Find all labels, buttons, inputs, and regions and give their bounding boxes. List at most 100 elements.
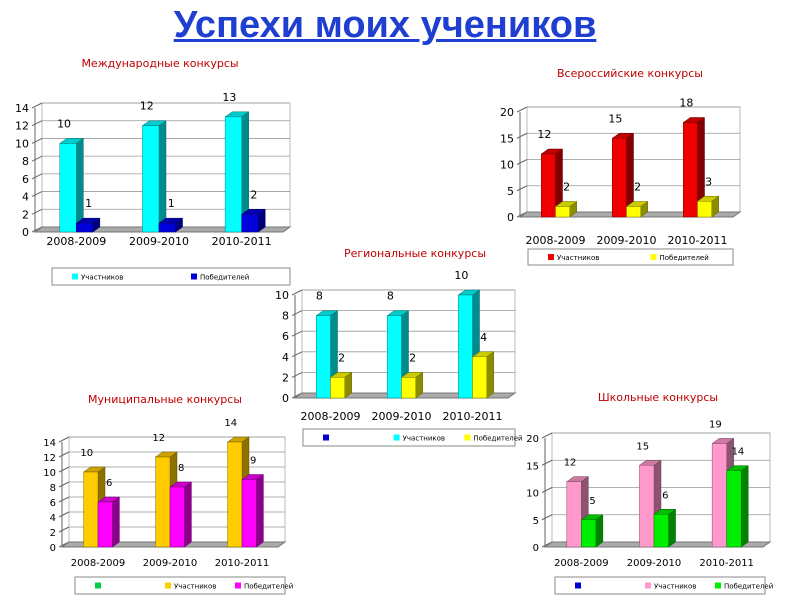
y-tick-label: 0	[50, 543, 56, 554]
y-tick	[31, 173, 43, 180]
legend-swatch	[191, 273, 197, 280]
legend-swatch	[235, 582, 241, 589]
legend-swatch	[165, 582, 171, 589]
data-label: 10	[80, 448, 93, 459]
y-tick-label: 4	[22, 191, 29, 204]
y-tick	[291, 289, 303, 296]
data-label: 10	[57, 117, 71, 130]
data-label: 12	[564, 458, 577, 469]
x-tick-label: 2008-2009	[526, 234, 586, 247]
legend-swatch	[548, 254, 554, 260]
y-tick	[291, 330, 303, 337]
x-tick-label: 2010-2011	[215, 558, 270, 569]
legend-label: Участников	[557, 254, 599, 262]
y-tick	[516, 185, 528, 192]
chart-title: Школьные конкурсы	[598, 391, 718, 404]
y-tick	[58, 526, 70, 533]
bar-front	[711, 443, 727, 548]
bar	[169, 481, 193, 548]
y-tick	[516, 159, 528, 165]
legend-box	[302, 428, 516, 447]
data-label: 4	[480, 331, 487, 344]
bar-front	[76, 222, 94, 233]
legend: Участников Победителей	[527, 248, 734, 266]
y-tick-label: 15	[526, 461, 539, 472]
legend-label: Участников	[81, 274, 123, 282]
y-tick	[31, 191, 43, 198]
y-tick	[291, 351, 303, 358]
page-title: Успехи моих учеников	[173, 4, 597, 46]
data-label: 2	[409, 351, 416, 364]
legend-label: Победителей	[244, 583, 293, 591]
bar	[611, 132, 635, 218]
legend-swatch	[645, 582, 651, 589]
legend: Участников Победителей	[554, 576, 773, 595]
bar-side	[158, 120, 167, 233]
data-label: 5	[589, 496, 595, 507]
bar-front	[316, 315, 331, 399]
legend-label: Победителей	[660, 254, 709, 262]
data-label: 14	[224, 418, 237, 429]
legend-label: Участников	[403, 435, 445, 443]
data-label: 12	[140, 100, 154, 113]
y-tick-label: 6	[282, 330, 289, 343]
bar-front	[97, 501, 113, 548]
bar-front	[169, 486, 185, 548]
data-label: 1	[85, 197, 92, 210]
legend-box	[527, 248, 734, 266]
y-tick-label: 4	[282, 351, 289, 364]
y-tick-label: 15	[500, 132, 514, 145]
bar-front	[59, 143, 77, 233]
bar-side	[740, 465, 749, 548]
x-tick-label: 2008-2009	[71, 558, 126, 569]
bar	[97, 496, 121, 548]
x-tick-label: 2009-2010	[129, 235, 189, 248]
data-label: 8	[387, 290, 394, 303]
x-tick-label: 2008-2009	[46, 235, 106, 248]
bar	[580, 514, 604, 548]
chart-title: Региональные конкурсы	[344, 247, 486, 260]
y-tick-label: 10	[500, 159, 514, 172]
chart-2: Всероссийские конкурсы 0 5 10 15 20 12 2 2008-20…	[500, 67, 742, 266]
y-tick-label: 8	[282, 310, 289, 323]
y-tick-label: 0	[22, 226, 29, 239]
y-tick-label: 6	[50, 498, 56, 509]
y-tick-label: 0	[533, 543, 539, 554]
bar-front	[83, 471, 99, 548]
legend-swatch	[464, 434, 471, 441]
chart-4: Муниципальные конкурсы 0 2 4 6 8 10 12 14 10 6 2008…	[43, 393, 293, 595]
legend-swatch	[575, 582, 581, 589]
legend: Участников Победителей	[51, 267, 291, 286]
y-tick	[31, 120, 43, 127]
legend-swatch	[95, 582, 101, 589]
data-label: 14	[732, 447, 745, 458]
chart-title: Международные конкурсы	[81, 57, 238, 70]
legend-box	[74, 576, 286, 595]
data-label: 10	[454, 269, 468, 282]
bar-front	[541, 153, 556, 218]
bar-front	[224, 116, 242, 233]
data-label: 2	[338, 351, 345, 364]
data-label: 2	[563, 181, 570, 194]
y-tick-label: 0	[507, 211, 514, 224]
legend-label: Победителей	[200, 274, 249, 282]
y-tick-label: 0	[282, 392, 289, 405]
legend-label: Участников	[654, 583, 696, 591]
y-tick	[541, 432, 553, 439]
x-tick-label: 2008-2009	[301, 410, 361, 423]
bar	[141, 120, 167, 233]
bar-front	[158, 222, 176, 233]
bar	[725, 465, 749, 548]
legend-swatch	[650, 254, 657, 260]
bar-front	[581, 519, 597, 548]
bar	[471, 351, 495, 399]
y-tick-label: 10	[43, 468, 56, 479]
data-label: 13	[222, 91, 236, 104]
y-tick-label: 20	[500, 106, 514, 119]
legend: Участников Победителей	[302, 428, 523, 447]
data-label: 6	[106, 478, 112, 489]
data-label: 2	[250, 188, 257, 201]
y-tick	[58, 511, 70, 518]
y-tick	[58, 451, 70, 458]
y-tick	[541, 459, 553, 466]
